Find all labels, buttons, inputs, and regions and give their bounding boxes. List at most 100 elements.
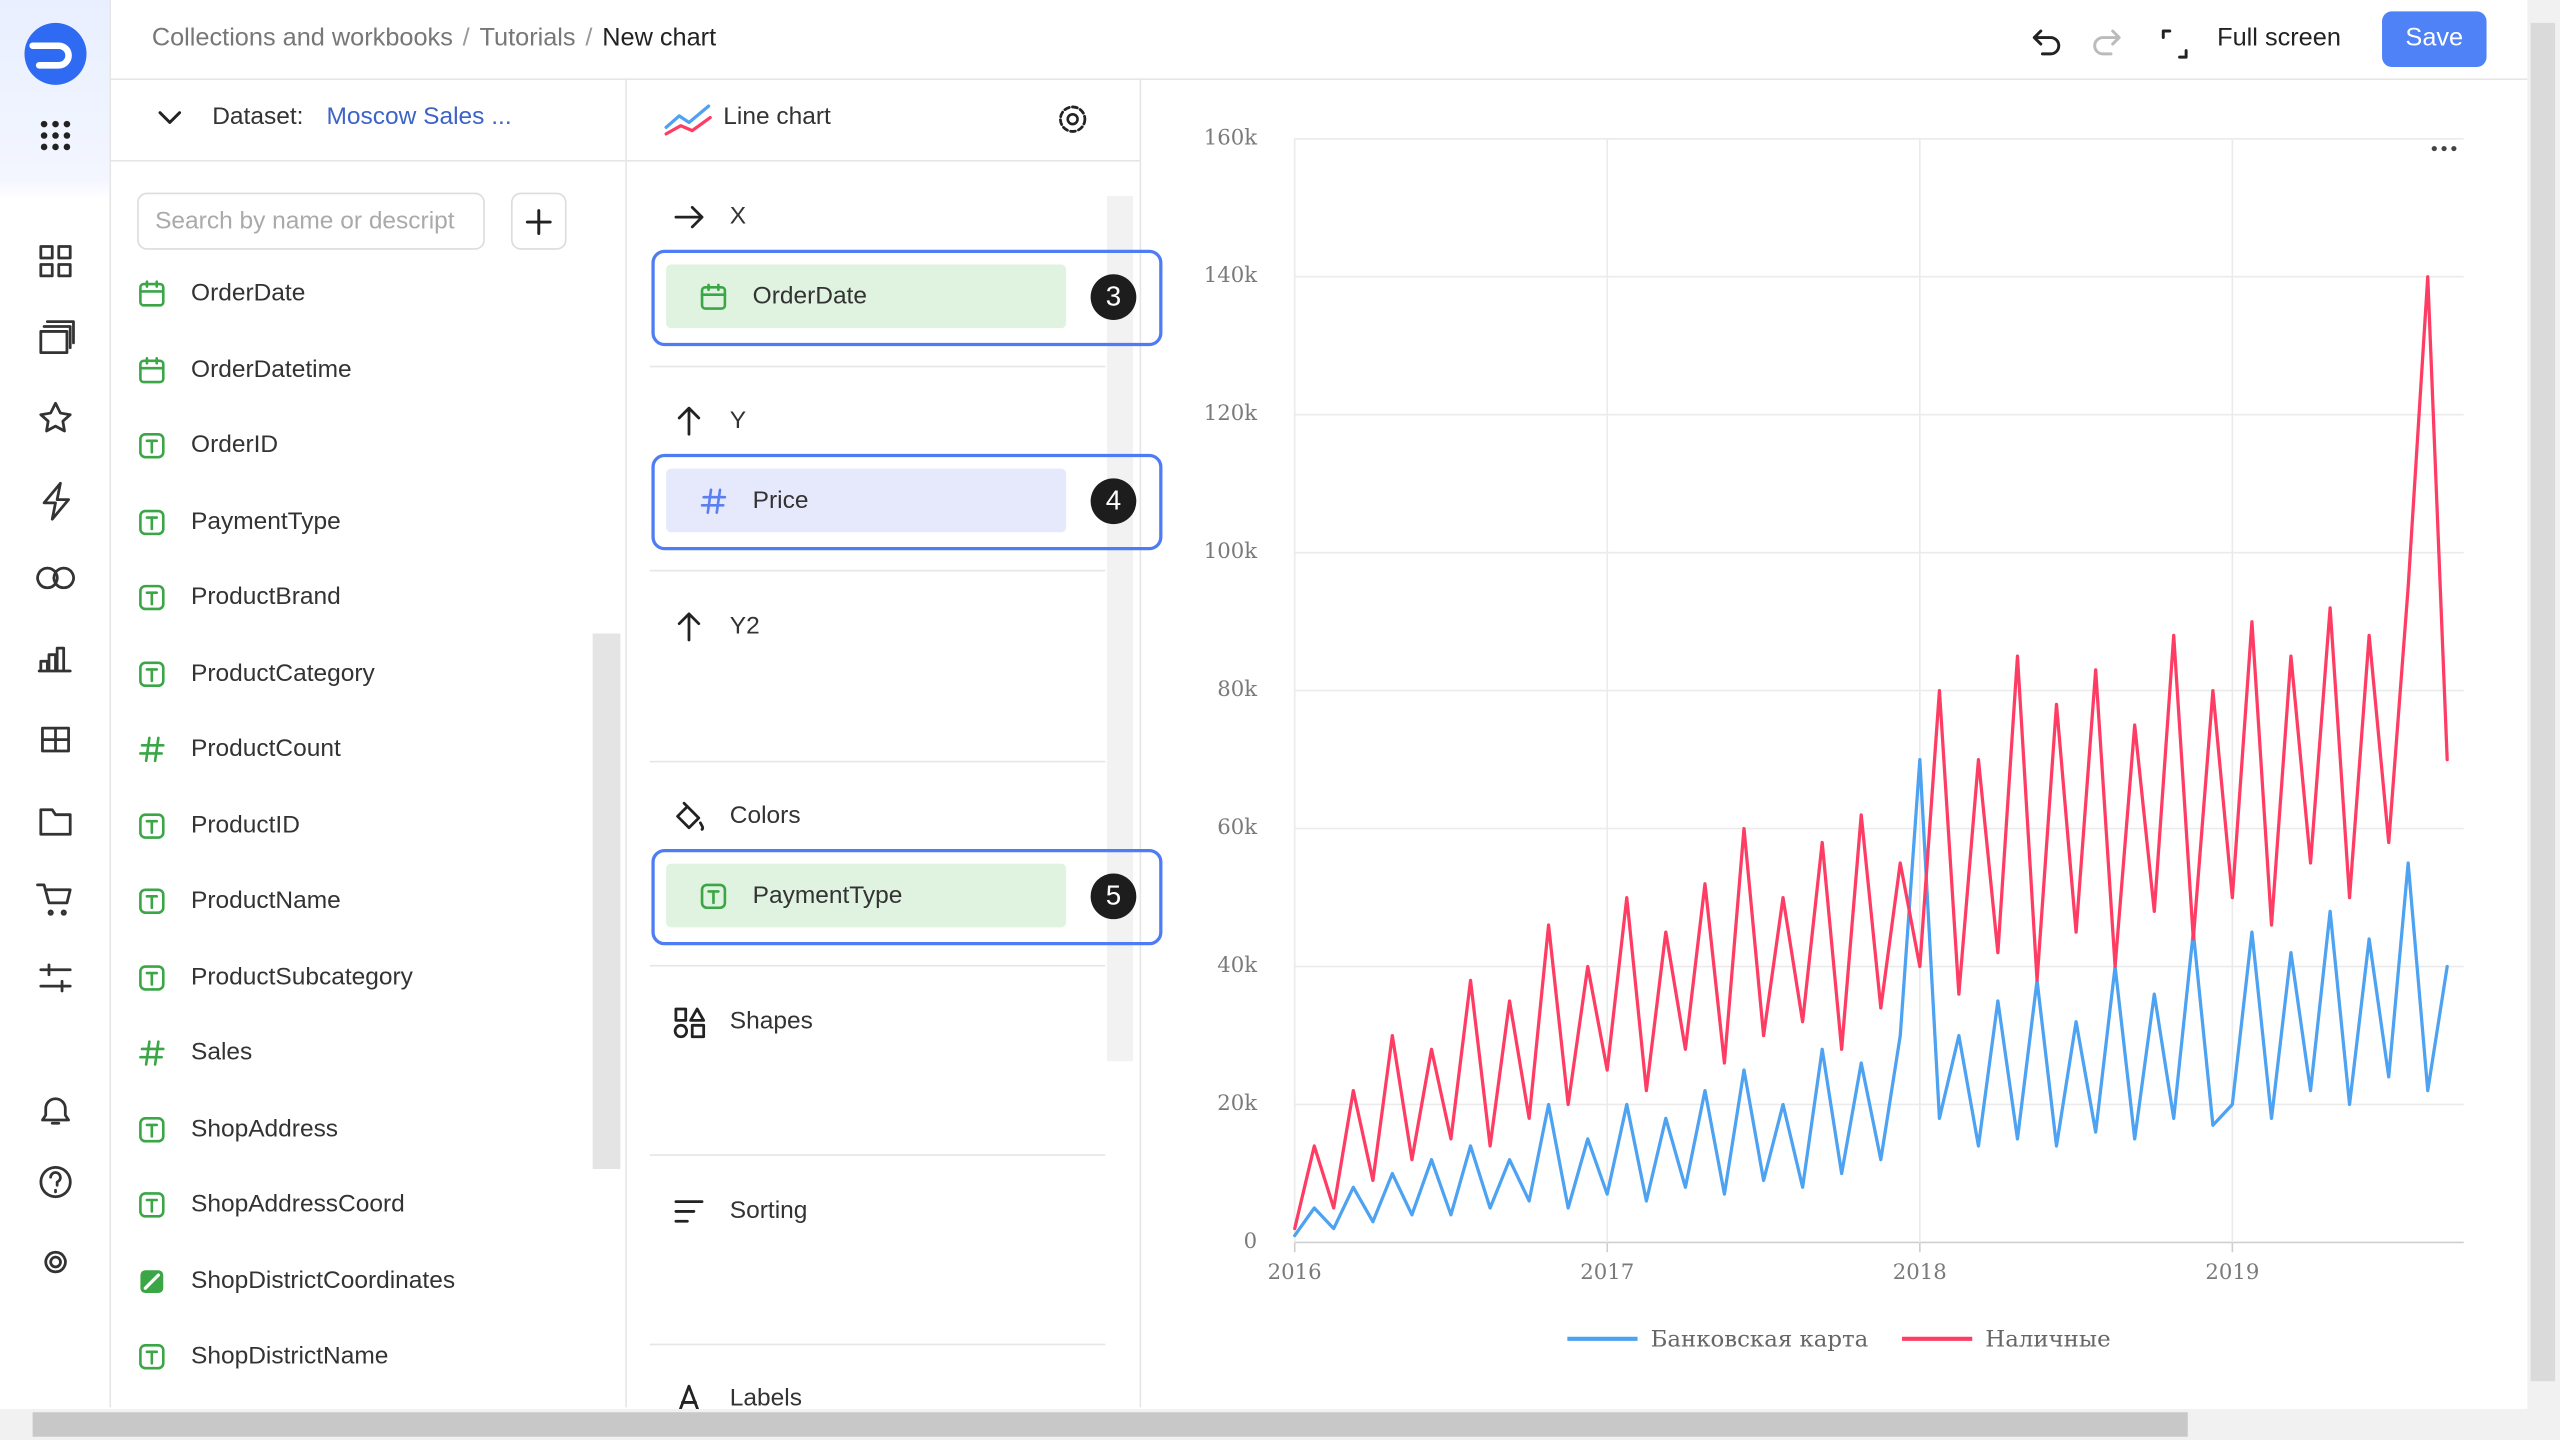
icon-part <box>145 591 159 606</box>
redo-icon <box>2093 29 2121 56</box>
date-icon <box>139 356 165 383</box>
field-chip[interactable] <box>666 468 1067 533</box>
field-name[interactable]: ShopDistrictCoordinates <box>191 1266 456 1294</box>
icon-part <box>145 439 159 454</box>
settings-icon[interactable] <box>1055 101 1091 137</box>
add-button[interactable] <box>511 192 567 250</box>
section-divider <box>649 569 1106 572</box>
y-tick-label: 60k <box>1217 815 1257 840</box>
icon-part <box>700 285 727 310</box>
nav-icon <box>44 1250 67 1274</box>
section-title: Shapes <box>729 1007 813 1036</box>
icon-part <box>145 970 159 985</box>
field-name[interactable]: ShopAddress <box>191 1114 339 1143</box>
icon-part <box>139 280 165 293</box>
field-name[interactable]: ProductName <box>191 886 341 915</box>
field-chip[interactable] <box>666 863 1067 928</box>
field-chip[interactable] <box>666 264 1067 329</box>
nav-icon <box>41 1097 70 1125</box>
icon-part <box>139 356 165 369</box>
logo <box>24 22 87 85</box>
dataset-chevron[interactable] <box>157 108 183 131</box>
field-name[interactable]: PaymentType <box>191 506 341 535</box>
date-icon <box>700 282 727 310</box>
icon-part <box>139 1116 165 1142</box>
search-input[interactable]: Search by name or descript <box>137 192 485 250</box>
line-chart-icon <box>664 104 712 136</box>
field-name[interactable]: OrderID <box>191 431 279 459</box>
section-divider <box>649 760 1106 763</box>
section-icon <box>674 205 704 229</box>
field-name[interactable]: ProductCount <box>191 734 341 763</box>
dataset-label: Dataset: <box>212 102 304 131</box>
chart: 0 20k 40k 60k 80k 100k 120k 140k 160k 2016 2017 201… <box>1204 125 2464 1352</box>
menu-dot <box>40 132 48 139</box>
wizard-panel-border <box>1139 78 1142 1408</box>
undo-icon <box>2032 29 2061 56</box>
breadcrumb-separator: / <box>585 24 593 53</box>
chart-menu-dot <box>2451 145 2457 152</box>
breadcrumb[interactable]: Tutorials <box>479 24 576 53</box>
section-icon <box>677 406 701 436</box>
x-tick-label: 2019 <box>2205 1260 2259 1285</box>
icon-part <box>139 1040 165 1066</box>
field-name[interactable]: ShopAddressCoord <box>191 1190 405 1218</box>
icon-part <box>145 515 159 530</box>
number-icon <box>139 1040 165 1066</box>
y-tick-label: 40k <box>1217 953 1257 978</box>
y-tick-label: 140k <box>1204 263 1258 288</box>
menu-dot <box>40 143 48 151</box>
text-icon <box>700 882 727 909</box>
full-screen-button[interactable]: Full screen <box>2217 24 2341 53</box>
section-icon <box>677 1384 701 1414</box>
toolbar-icons[interactable] <box>2024 16 2204 62</box>
y-tick-label: 0 <box>1244 1229 1258 1254</box>
chart-type[interactable]: Line chart <box>723 102 831 131</box>
icon-part <box>145 1350 159 1365</box>
field-name[interactable]: ProductSubcategory <box>191 962 413 991</box>
y-tick-label: 20k <box>1217 1091 1257 1116</box>
field-name[interactable]: ProductCategory <box>191 658 375 687</box>
nav-icon <box>41 726 70 753</box>
section-title: Y <box>729 406 747 435</box>
field-name[interactable]: OrderDate <box>191 279 306 307</box>
text-icon <box>139 660 165 687</box>
field-name[interactable]: ProductBrand <box>191 582 341 611</box>
icon-part <box>139 432 165 459</box>
field-name[interactable]: ShopDistrictName <box>191 1342 389 1370</box>
field-name[interactable]: OrderDatetime <box>191 355 352 383</box>
icon-part <box>139 888 165 914</box>
gear-hole <box>1066 112 1079 126</box>
save-button[interactable]: Save <box>2382 11 2487 67</box>
menu-dot <box>52 120 59 128</box>
section-title: Colors <box>729 801 801 830</box>
text-icon <box>139 1116 165 1142</box>
step-badge: 4 <box>1090 478 1137 525</box>
highlight-outline <box>651 249 1163 347</box>
section-title: X <box>729 202 747 231</box>
v-scrollbar-thumb[interactable] <box>2530 22 2556 1382</box>
icon-part <box>139 1192 165 1218</box>
plus <box>525 209 552 235</box>
h-scrollbar-thumb[interactable] <box>32 1412 2188 1437</box>
icon-part <box>677 1384 701 1414</box>
dataset-name[interactable]: Moscow Sales ... <box>326 102 512 131</box>
wizard-header-border <box>626 160 1140 162</box>
section-icon <box>674 1200 704 1223</box>
nav-icon <box>37 646 72 673</box>
menu-dot <box>63 120 71 128</box>
breadcrumb[interactable]: Collections and workbooks <box>151 24 453 53</box>
dataset-panel-border <box>625 78 627 1408</box>
nav-icon <box>36 883 72 916</box>
step-badge: 3 <box>1090 274 1137 320</box>
field-name[interactable]: ProductID <box>191 810 300 839</box>
plus-icon <box>525 209 552 235</box>
y-tick-label: 100k <box>1204 539 1258 564</box>
icon-part <box>673 1007 706 1039</box>
icon-part <box>676 801 705 831</box>
field-name[interactable]: Sales <box>191 1038 253 1067</box>
legend-label: Банковская карта <box>1651 1326 1869 1352</box>
icon-part <box>139 964 165 990</box>
breadcrumb: New chart <box>602 24 717 53</box>
icon-part <box>674 205 704 229</box>
